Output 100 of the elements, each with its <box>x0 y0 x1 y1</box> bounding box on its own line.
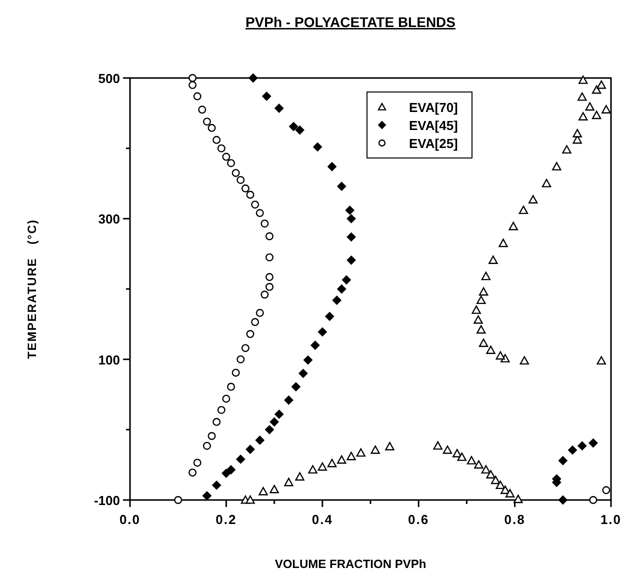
point <box>542 178 552 188</box>
point <box>284 396 294 405</box>
x-tick-label: 0.6 <box>408 512 430 527</box>
point <box>478 338 488 347</box>
point <box>258 486 268 496</box>
point <box>222 468 231 478</box>
point <box>346 232 356 242</box>
point <box>518 206 528 214</box>
point <box>298 368 308 378</box>
point <box>246 330 254 338</box>
point <box>246 444 255 454</box>
point <box>328 162 337 172</box>
point <box>222 394 230 403</box>
point <box>264 425 274 434</box>
legend-label: EVA[45] <box>409 118 458 133</box>
point <box>588 438 598 448</box>
point <box>592 85 602 94</box>
y-axis-title: TEMPERATURE (°C) <box>25 219 39 359</box>
point <box>232 368 240 377</box>
point <box>505 489 515 498</box>
point <box>602 105 611 114</box>
point <box>481 465 491 474</box>
point <box>295 472 304 481</box>
point <box>227 382 236 391</box>
point <box>496 480 505 490</box>
point <box>202 118 211 126</box>
point <box>236 355 245 364</box>
point <box>578 76 588 84</box>
point <box>251 318 260 326</box>
point <box>578 112 588 120</box>
point <box>337 455 346 464</box>
point <box>490 476 500 484</box>
legend-label: EVA[70] <box>409 100 458 115</box>
point <box>308 465 318 474</box>
point <box>212 418 221 426</box>
point <box>325 312 334 321</box>
point <box>568 446 578 455</box>
point <box>236 176 245 184</box>
point <box>578 441 587 450</box>
point <box>452 448 462 458</box>
point <box>291 382 300 392</box>
point <box>241 184 250 192</box>
point <box>217 144 226 152</box>
point <box>255 436 264 445</box>
point <box>552 162 562 170</box>
point <box>202 442 211 450</box>
point <box>385 442 394 450</box>
point <box>256 308 264 317</box>
point <box>488 256 498 264</box>
point <box>589 496 598 504</box>
point <box>562 145 572 154</box>
point <box>198 106 206 114</box>
point <box>188 81 197 90</box>
point <box>596 356 606 365</box>
point <box>251 200 260 209</box>
point <box>274 410 284 419</box>
point <box>188 74 197 82</box>
point <box>585 102 594 111</box>
point <box>222 152 230 161</box>
point <box>227 159 236 168</box>
point <box>457 452 466 461</box>
point <box>212 480 222 490</box>
point <box>486 470 496 478</box>
y-tick-label: 100 <box>98 352 120 368</box>
point <box>318 327 327 336</box>
point <box>496 351 505 360</box>
point <box>346 452 356 460</box>
point <box>472 306 481 314</box>
point <box>241 344 250 352</box>
point <box>202 491 212 500</box>
point <box>332 296 342 305</box>
legend-label: EVA[25] <box>409 136 458 151</box>
point <box>236 454 246 464</box>
y-tick-label: 300 <box>98 212 120 227</box>
point <box>572 128 582 138</box>
point <box>303 356 312 365</box>
point <box>481 272 491 280</box>
point <box>337 182 346 191</box>
point <box>476 325 486 334</box>
point <box>578 92 587 101</box>
point <box>174 496 182 504</box>
point <box>474 460 484 469</box>
point <box>528 195 538 204</box>
y-tick-label: 500 <box>98 71 120 86</box>
point <box>558 496 568 504</box>
y-tick-label: -100 <box>94 493 120 508</box>
point <box>193 92 202 100</box>
point <box>270 484 279 494</box>
point <box>188 468 197 477</box>
point <box>295 126 304 135</box>
point <box>370 445 380 454</box>
point <box>520 356 530 365</box>
point <box>327 458 337 468</box>
point <box>217 406 226 414</box>
point <box>212 136 221 144</box>
point <box>313 142 322 152</box>
x-tick-label: 0.2 <box>216 512 237 527</box>
point <box>208 124 216 132</box>
point <box>265 282 274 291</box>
chart-title: PVPh - POLYACETATE BLENDS <box>245 14 456 30</box>
